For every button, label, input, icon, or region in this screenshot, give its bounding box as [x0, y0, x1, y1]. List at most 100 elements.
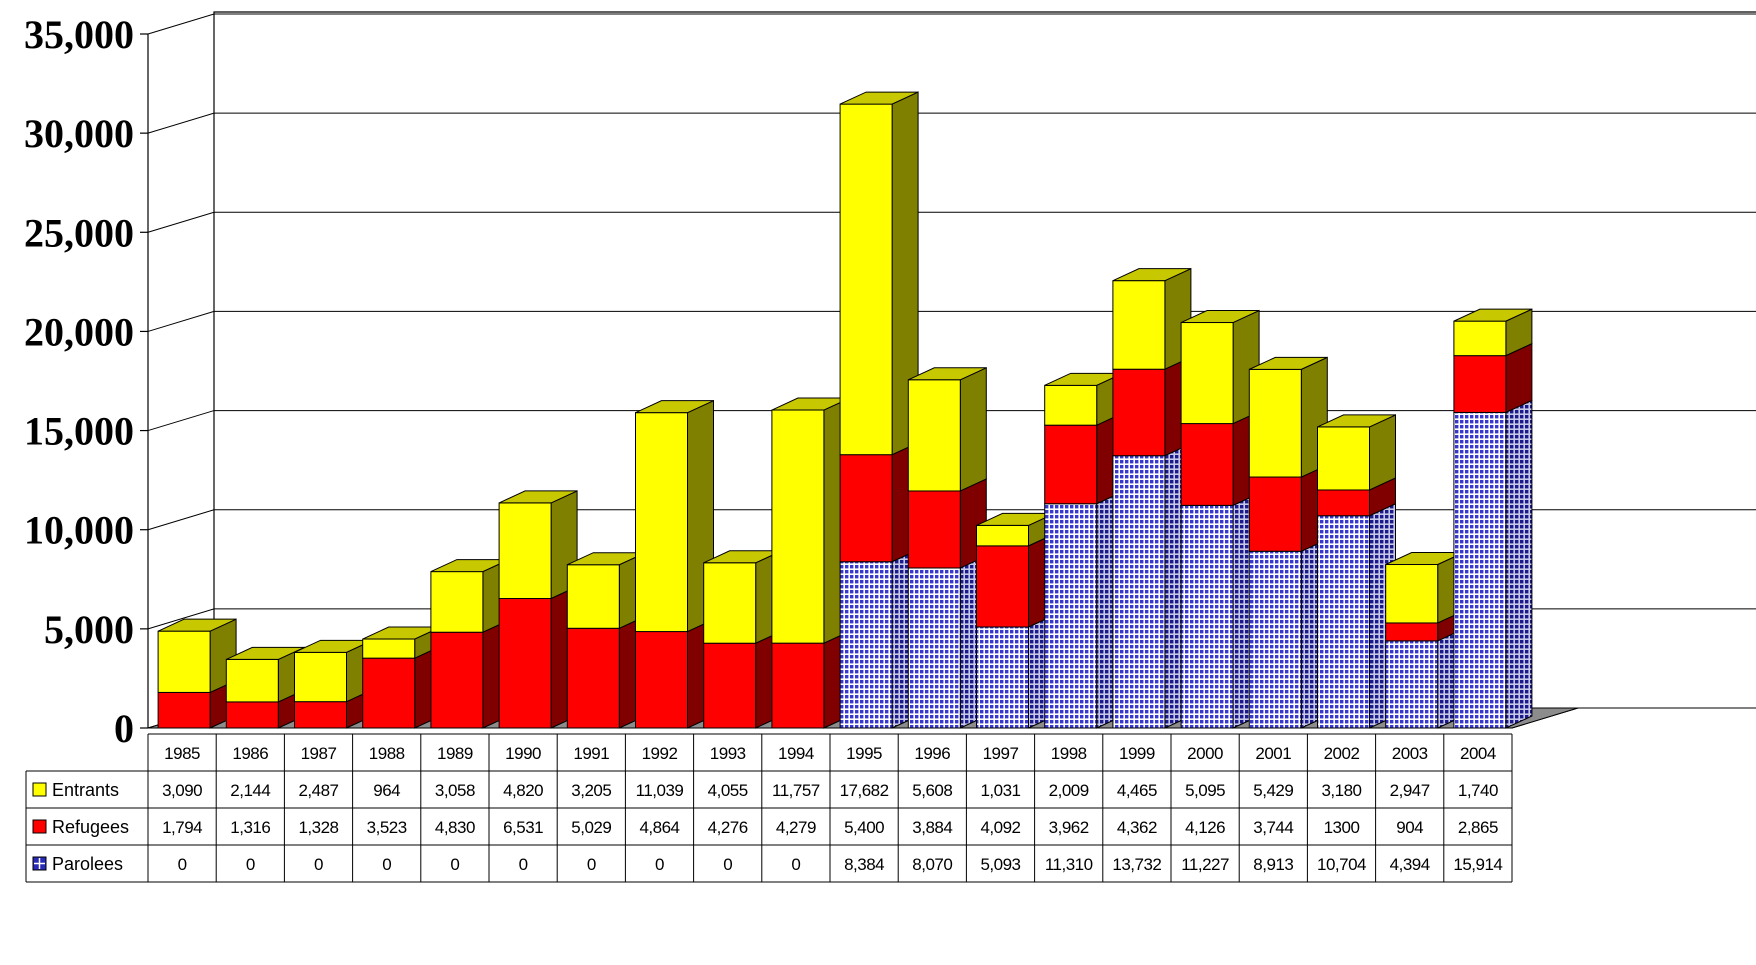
data-cell-entrants: 3,058 [435, 781, 475, 800]
data-cell-parolees: 0 [655, 855, 664, 874]
data-cell-refugees: 4,362 [1117, 818, 1157, 837]
bar-parolees-2002 [1317, 502, 1396, 729]
data-cell-parolees: 8,070 [912, 855, 952, 874]
x-category-label: 1997 [983, 744, 1019, 763]
bar-refugees-1990 [498, 585, 578, 729]
y-tick-label: 0 [114, 706, 134, 751]
data-cell-entrants: 2,009 [1049, 781, 1089, 800]
data-cell-parolees: 0 [178, 855, 187, 874]
data-cell-refugees: 5,400 [844, 818, 884, 837]
data-cell-entrants: 2,947 [1390, 781, 1430, 800]
bar-refugees-1992 [635, 618, 714, 729]
data-cell-refugees: 3,744 [1253, 818, 1293, 837]
bar-refugees-1986 [225, 689, 305, 729]
bar-parolees-1997 [976, 614, 1055, 729]
bar-entrants-1999 [1112, 267, 1192, 371]
bar-refugees-1999 [1112, 356, 1192, 457]
bar-entrants-2000 [1180, 309, 1260, 425]
bar-refugees-1997 [976, 533, 1055, 628]
y-tick-label: 25,000 [24, 210, 134, 255]
data-cell-refugees: 1,328 [298, 818, 338, 837]
bar-refugees-1994 [771, 630, 851, 729]
bar-refugees-1989 [430, 619, 510, 729]
x-category-label: 2003 [1392, 744, 1428, 763]
bar-entrants-1991 [566, 551, 646, 630]
data-cell-entrants: 4,465 [1117, 781, 1157, 800]
bar-entrants-1990 [498, 490, 578, 600]
data-cell-entrants: 2,487 [298, 781, 338, 800]
data-cell-entrants: 4,820 [503, 781, 543, 800]
bars [157, 91, 1533, 729]
data-cell-parolees: 10,704 [1317, 855, 1366, 874]
data-cell-refugees: 4,830 [435, 818, 475, 837]
x-category-label: 1992 [642, 744, 678, 763]
bar-parolees-2004 [1453, 399, 1533, 729]
bar-parolees-1996 [907, 555, 987, 729]
bar-entrants-2003 [1385, 551, 1465, 624]
data-cell-refugees: 904 [1396, 818, 1423, 837]
x-category-label: 1994 [778, 744, 814, 763]
bar-refugees-1996 [907, 478, 987, 569]
data-cell-entrants: 3,180 [1321, 781, 1361, 800]
bar-parolees-1998 [1044, 490, 1124, 729]
data-cell-refugees: 4,276 [708, 818, 748, 837]
bar-refugees-1998 [1044, 412, 1124, 505]
bar-entrants-2004 [1453, 308, 1533, 357]
data-cell-entrants: 3,205 [571, 781, 611, 800]
x-category-label: 1985 [164, 744, 200, 763]
data-cell-entrants: 11,757 [772, 781, 820, 800]
data-cell-refugees: 4,279 [776, 818, 816, 837]
data-cell-refugees: 1,794 [162, 818, 202, 837]
bar-refugees-2001 [1248, 464, 1328, 553]
data-cell-entrants: 5,608 [912, 781, 952, 800]
data-cell-parolees: 8,384 [844, 855, 884, 874]
y-tick-label: 20,000 [24, 309, 134, 354]
data-cell-parolees: 0 [246, 855, 255, 874]
x-category-label: 1990 [505, 744, 541, 763]
data-cell-refugees: 6,531 [503, 818, 543, 837]
bar-parolees-2003 [1385, 628, 1465, 729]
data-cell-entrants: 11,039 [636, 781, 684, 800]
x-category-label: 1987 [301, 744, 337, 763]
data-cell-entrants: 1,031 [980, 781, 1020, 800]
data-cell-entrants: 964 [373, 781, 400, 800]
bar-parolees-2001 [1248, 538, 1328, 729]
data-cell-parolees: 11,310 [1045, 855, 1093, 874]
x-category-label: 1995 [846, 744, 882, 763]
bar-refugees-2004 [1453, 342, 1533, 414]
data-cell-entrants: 4,055 [708, 781, 748, 800]
bar-entrants-1989 [430, 558, 510, 634]
bar-entrants-1988 [362, 626, 442, 659]
back-wall-edge [213, 11, 1756, 708]
legend-swatch-refugees [32, 819, 47, 834]
x-category-label: 2004 [1460, 744, 1496, 763]
x-category-label: 2002 [1324, 744, 1360, 763]
data-cell-refugees: 4,126 [1185, 818, 1225, 837]
legend-label-entrants: Entrants [52, 780, 119, 800]
data-cell-refugees: 3,523 [367, 818, 407, 837]
y-tick-label: 10,000 [24, 508, 134, 553]
gridlines [147, 13, 1756, 630]
data-cell-parolees: 0 [314, 855, 323, 874]
legend-label-parolees: Parolees [52, 854, 123, 874]
bar-entrants-1986 [225, 646, 305, 703]
data-cell-entrants: 2,144 [230, 781, 270, 800]
bar-entrants-1996 [907, 366, 987, 492]
data-cell-entrants: 5,429 [1253, 781, 1293, 800]
x-category-label: 2001 [1255, 744, 1291, 763]
gridline [147, 211, 1756, 233]
bar-entrants-1998 [1044, 372, 1124, 426]
bar-parolees-1999 [1112, 442, 1192, 729]
data-cell-parolees: 4,394 [1390, 855, 1430, 874]
legend-label-refugees: Refugees [52, 817, 129, 837]
data-cell-refugees: 1,316 [230, 818, 270, 837]
bar-entrants-2001 [1248, 356, 1328, 478]
x-category-label: 1996 [914, 744, 950, 763]
bar-entrants-1994 [771, 397, 851, 644]
data-cell-refugees: 3,884 [912, 818, 952, 837]
data-cell-parolees: 5,093 [980, 855, 1020, 874]
x-category-label: 1988 [369, 744, 405, 763]
data-cell-parolees: 11,227 [1181, 855, 1229, 874]
data-cell-entrants: 1,740 [1458, 781, 1498, 800]
x-category-label: 1998 [1051, 744, 1087, 763]
